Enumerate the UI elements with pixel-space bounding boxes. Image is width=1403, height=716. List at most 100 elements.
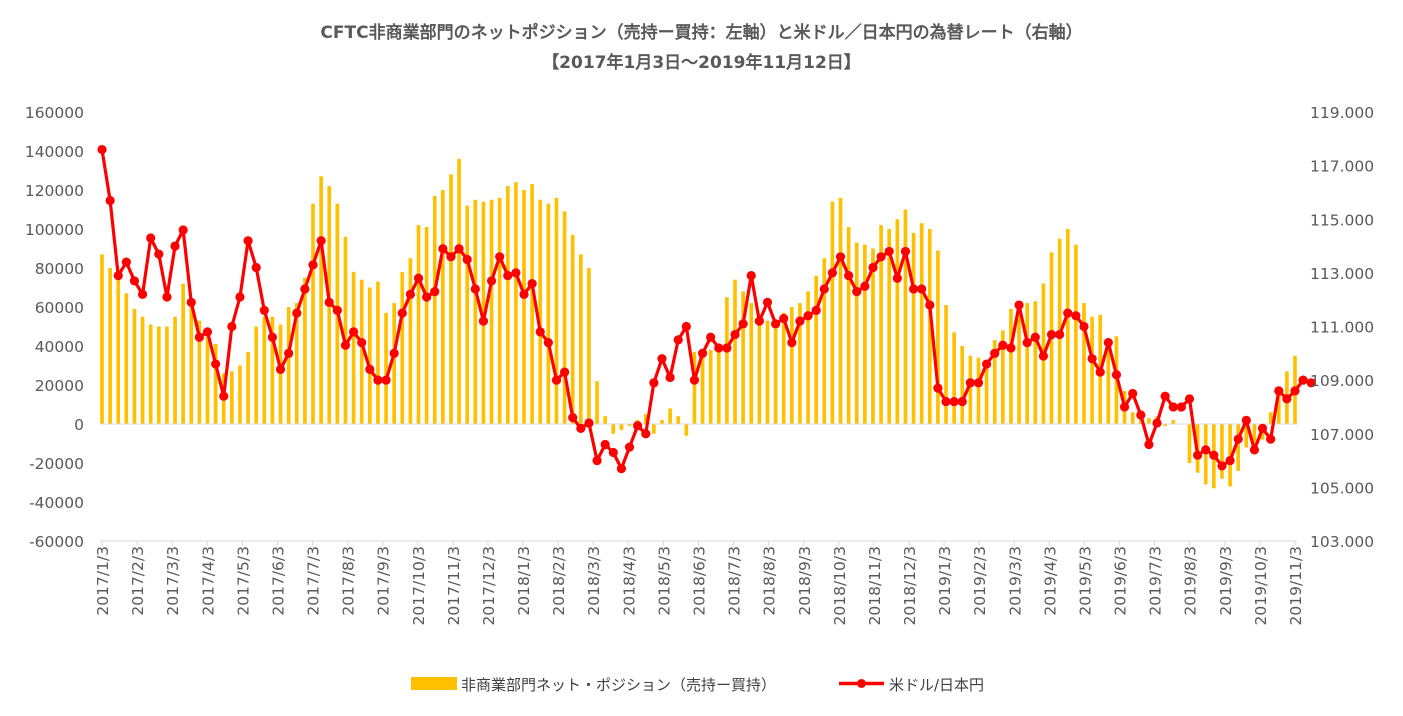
bar — [668, 408, 672, 424]
x-tick-label: 2017/11/3 — [445, 546, 463, 625]
bar — [449, 174, 453, 424]
line-point — [835, 252, 846, 262]
line-point — [787, 337, 797, 348]
bar — [643, 414, 648, 424]
line-point — [1103, 337, 1113, 348]
x-tick-label: 2018/7/3 — [726, 546, 744, 616]
line-point — [1079, 321, 1089, 332]
x-tick-label: 2018/8/3 — [761, 546, 779, 616]
bar — [911, 232, 916, 424]
y-right-tick-label: 119.000 — [1310, 104, 1374, 122]
y-left-tick-label: 100000 — [25, 221, 84, 239]
line-point — [430, 287, 440, 297]
line-point — [316, 236, 326, 246]
line-point — [486, 276, 497, 286]
bar — [676, 416, 681, 424]
line-point — [608, 447, 618, 458]
bar — [562, 211, 567, 424]
line-point — [965, 378, 975, 388]
legend-line-marker — [857, 679, 866, 688]
line-point — [908, 284, 919, 294]
line-point — [324, 297, 334, 307]
line-point — [137, 289, 148, 299]
line-point — [827, 268, 838, 278]
line-point — [1168, 402, 1178, 412]
line-point — [852, 287, 862, 297]
y-left-tick-label: 120000 — [25, 182, 84, 200]
bar — [1074, 244, 1078, 424]
line-point — [251, 262, 261, 273]
bar — [181, 283, 185, 424]
bar — [1276, 388, 1281, 424]
bar — [230, 371, 234, 424]
line-point — [860, 281, 870, 291]
x-tick-label: 2017/12/3 — [480, 546, 498, 625]
bar — [741, 291, 745, 424]
bar — [465, 205, 470, 424]
x-tick-label: 2017/9/3 — [375, 546, 393, 616]
bar — [879, 225, 883, 424]
bar — [700, 349, 705, 424]
y-left-tick-label: 60000 — [35, 299, 84, 317]
line-point — [762, 297, 773, 307]
bar — [441, 190, 445, 424]
bar — [489, 199, 494, 424]
bar — [611, 424, 616, 434]
line-point — [714, 343, 724, 353]
x-tick-label: 2018/12/3 — [901, 546, 919, 625]
x-tick-label: 2018/6/3 — [691, 546, 709, 616]
line-point — [1160, 391, 1170, 401]
bar — [343, 236, 348, 424]
bar — [392, 303, 396, 424]
line-point — [300, 284, 310, 294]
x-tick-label: 2019/11/3 — [1287, 546, 1305, 625]
x-axis: 2017/1/3 2017/2/3 2017/3/3 2017/4/3 2017/5/3… — [94, 541, 1305, 625]
y-right-tick-label: 113.000 — [1310, 265, 1374, 283]
x-tick-label: 2018/5/3 — [655, 546, 673, 616]
bar — [116, 279, 121, 424]
y-left-tick-label: 160000 — [25, 104, 84, 122]
line-point — [243, 236, 253, 246]
bar — [262, 316, 267, 424]
bar — [432, 195, 437, 424]
bar — [1130, 412, 1135, 424]
line-point — [211, 359, 221, 369]
line-point — [876, 252, 886, 262]
line-point — [259, 305, 269, 316]
line-point — [616, 464, 627, 474]
y-right-tick-label: 111.000 — [1310, 319, 1374, 337]
bar — [936, 250, 940, 424]
line-point — [803, 311, 813, 321]
line-point — [202, 327, 213, 337]
line-point — [665, 372, 675, 383]
line-point — [194, 332, 204, 342]
x-tick-label: 2019/10/3 — [1252, 546, 1270, 625]
bar — [749, 303, 754, 424]
bar — [213, 344, 218, 424]
line-point — [1014, 300, 1024, 310]
x-tick-label: 2018/11/3 — [866, 546, 884, 625]
line-point — [1046, 329, 1057, 340]
line-point — [503, 270, 513, 281]
line-point — [373, 375, 383, 385]
line-point — [1298, 375, 1308, 385]
line-point — [438, 244, 448, 254]
y-left-axis: -60000 -40000 -20000 0 20000 40000 60000 80000 1… — [25, 104, 84, 551]
bar — [822, 258, 827, 424]
line-point — [551, 375, 562, 385]
chart-subtitle: 【2017年1月3日～2019年11月12日】 — [542, 53, 861, 73]
x-tick-label: 2017/6/3 — [269, 546, 287, 616]
line-point — [1282, 394, 1292, 404]
line-point — [170, 241, 180, 251]
y-left-tick-label: -20000 — [29, 455, 84, 473]
y-left-tick-label: 80000 — [35, 260, 84, 278]
bar — [457, 158, 461, 425]
line-point — [1152, 418, 1162, 428]
y-right-tick-label: 105.000 — [1310, 479, 1374, 497]
line-point — [413, 273, 424, 283]
line-point — [397, 308, 407, 318]
line-point — [332, 305, 342, 316]
line-point — [990, 348, 1000, 358]
x-tick-label: 2017/2/3 — [129, 546, 147, 616]
